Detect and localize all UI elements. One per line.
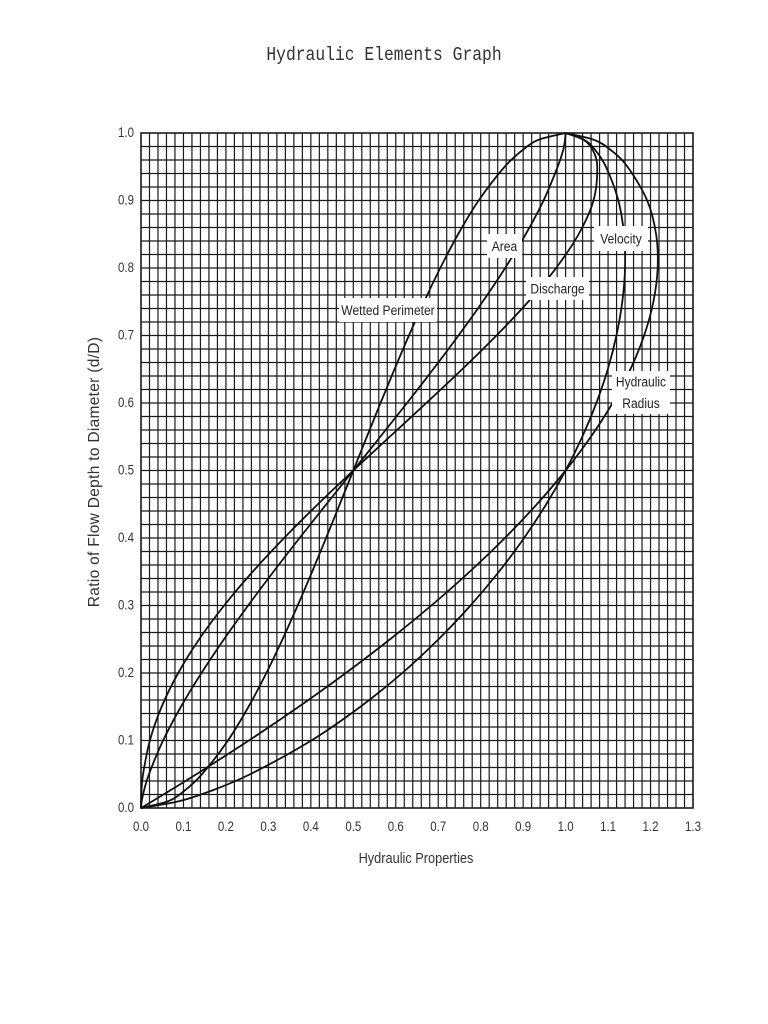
- x-tick-label: 0.6: [388, 818, 404, 834]
- x-tick-label: 1.1: [600, 818, 616, 834]
- x-tick-label: 0.5: [345, 818, 361, 834]
- chart-title: Hydraulic Elements Graph: [266, 44, 502, 66]
- y-tick-label: 0.8: [118, 259, 134, 275]
- x-tick-label: 0.1: [175, 818, 191, 834]
- hydraulic-radius-curve: [140, 132, 659, 809]
- wetted-perimeter-label: Wetted Perimeter: [339, 298, 437, 322]
- svg-text:Radius: Radius: [622, 395, 660, 411]
- svg-text:Wetted Perimeter: Wetted Perimeter: [341, 302, 435, 318]
- y-tick-label: 0.2: [118, 664, 134, 680]
- x-tick-label: 1.3: [685, 818, 701, 834]
- y-tick-label: 0.4: [118, 529, 134, 545]
- area-label: Area: [487, 234, 522, 258]
- curve-label-group: Wetted Perimeter Area Discharge Velocity Hyd…: [339, 226, 670, 414]
- y-tick-label: 0.9: [118, 191, 134, 207]
- svg-text:Area: Area: [492, 238, 518, 254]
- x-tick-label: 1.2: [643, 818, 659, 834]
- hydraulic-radius-label: Hydraulic Radius: [612, 371, 670, 414]
- y-tick-label: 0.1: [118, 731, 134, 747]
- velocity-label: Velocity: [594, 226, 648, 251]
- y-tick-label: 0.7: [118, 326, 134, 342]
- y-tick-label: 1.0: [118, 124, 134, 140]
- x-tick-label: 0.3: [260, 818, 276, 834]
- y-tick-label: 0.5: [118, 461, 134, 477]
- y-axis-ticks: 0.0 0.1 0.2 0.3 0.4 0.5 0.6 0.7 0.8 0.9 1.0: [118, 124, 134, 815]
- curve-group: [140, 132, 659, 809]
- y-tick-label: 0.3: [118, 596, 134, 612]
- x-axis-label: Hydraulic Properties: [358, 850, 474, 867]
- x-axis-ticks: 0.0 0.1 0.2 0.3 0.4 0.5 0.6 0.7 0.8 0.9 1.0 1.1 1.2 1…: [133, 818, 701, 834]
- x-tick-label: 1.0: [558, 818, 574, 834]
- y-axis-label: Ratio of Flow Depth to Diameter (d/D): [86, 336, 103, 608]
- svg-text:Discharge: Discharge: [530, 281, 584, 297]
- svg-text:Hydraulic: Hydraulic: [616, 374, 667, 390]
- x-tick-label: 0.7: [430, 818, 446, 834]
- x-tick-label: 0.9: [515, 818, 531, 834]
- x-tick-label: 0.0: [133, 818, 149, 834]
- x-tick-label: 0.2: [218, 818, 234, 834]
- discharge-label: Discharge: [526, 277, 589, 300]
- discharge-curve: [140, 132, 599, 809]
- x-tick-label: 0.4: [303, 818, 319, 834]
- y-tick-label: 0.0: [118, 799, 134, 815]
- x-tick-label: 0.8: [473, 818, 489, 834]
- svg-text:Velocity: Velocity: [600, 231, 642, 247]
- y-tick-label: 0.6: [118, 394, 134, 410]
